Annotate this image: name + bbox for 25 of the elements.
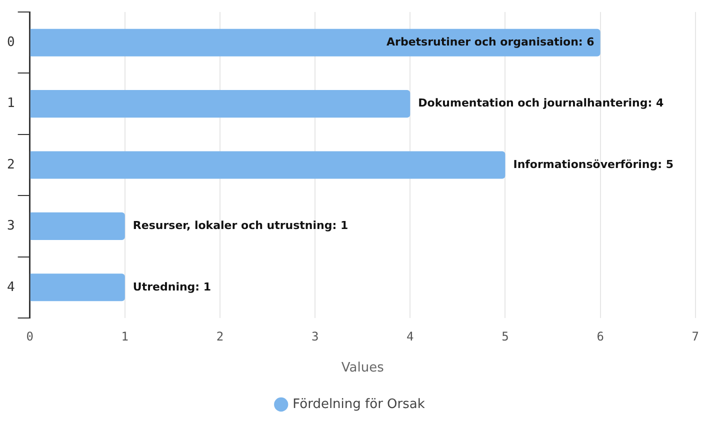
y-tick-label: 4 xyxy=(7,280,15,295)
x-tick-label: 5 xyxy=(502,329,509,344)
x-tick-label: 1 xyxy=(121,329,129,344)
y-tick-label: 0 xyxy=(7,34,15,50)
data-label: Arbetsrutiner och organisation: 6 xyxy=(386,35,595,48)
legend-label: Fördelning för Orsak xyxy=(292,396,426,412)
x-tick-label: 0 xyxy=(26,329,34,344)
bar xyxy=(30,212,125,240)
data-label: Dokumentation och journalhantering: 4 xyxy=(418,96,664,110)
bar xyxy=(30,274,125,302)
x-tick-label: 4 xyxy=(406,329,414,344)
y-tick-label: 2 xyxy=(7,157,15,172)
x-tick-label: 6 xyxy=(596,329,604,344)
bar xyxy=(30,151,506,179)
x-tick-label: 2 xyxy=(216,329,224,344)
data-label: Resurser, lokaler och utrustning: 1 xyxy=(132,219,348,232)
y-tick-label: 1 xyxy=(7,96,15,112)
x-axis-title: Values xyxy=(341,360,384,376)
data-label: Informationsöverföring: 5 xyxy=(513,158,674,171)
y-tick-label: 3 xyxy=(7,218,15,234)
x-tick-label: 3 xyxy=(311,329,319,344)
bar xyxy=(30,28,600,56)
bar xyxy=(30,90,410,118)
data-label: Utredning: 1 xyxy=(132,280,212,294)
x-tick-label: 7 xyxy=(692,329,700,344)
